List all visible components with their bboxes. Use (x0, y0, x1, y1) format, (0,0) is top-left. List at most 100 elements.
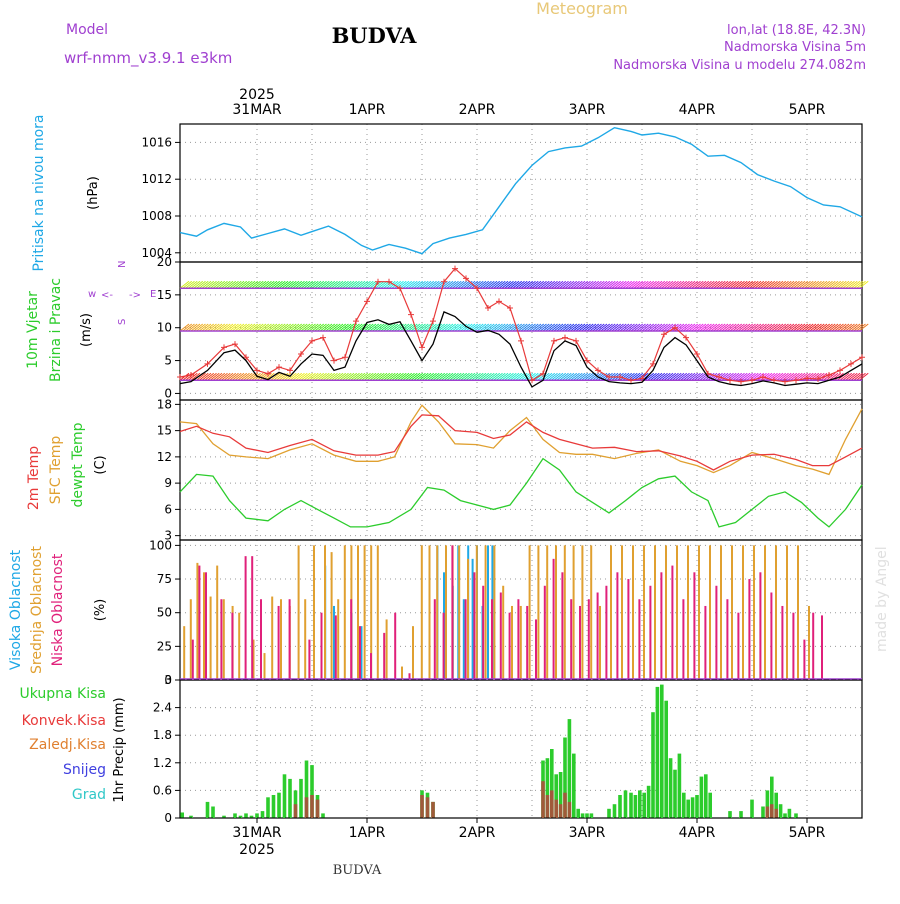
wind-barb (212, 280, 223, 289)
precip-bar-total (774, 792, 778, 818)
cloud-bar-low (408, 673, 411, 680)
precip-bar-convective (425, 797, 430, 818)
precip-bar-total (629, 792, 633, 818)
wind-barb (526, 280, 536, 289)
wind-barb (267, 280, 278, 289)
precip-bar-total (655, 686, 660, 818)
wind-barb (429, 372, 440, 381)
precip-bar-total (618, 795, 622, 818)
precip-bar-total (299, 778, 303, 818)
wind-barb (476, 372, 487, 381)
cloud-bar-mid (238, 612, 241, 680)
precip-bar-total (249, 815, 254, 818)
wind-barb (289, 372, 300, 381)
cloud-tick-label: 25 (157, 639, 172, 653)
wind-barb (660, 280, 671, 289)
precip-bar-total (550, 749, 554, 818)
wind-barb (314, 323, 325, 332)
wind-barb (190, 323, 201, 332)
wind-gust-marker (485, 305, 491, 311)
wind-barb (347, 372, 358, 381)
cloud-bar-low (737, 612, 740, 680)
wind-barb (770, 280, 781, 289)
wind-barb (308, 323, 319, 332)
wind-gust-marker (375, 278, 381, 285)
wind-barb (451, 372, 462, 381)
model-label: Model (66, 22, 108, 38)
precip-bar-total (690, 797, 695, 818)
wind-barb (410, 372, 421, 381)
wind-gust-marker (518, 337, 524, 344)
wind-barb (229, 372, 239, 381)
wind-barb (482, 323, 492, 332)
wind-barb (311, 280, 322, 289)
cloud-bar-low (543, 585, 546, 680)
cloud-bar-low (370, 653, 372, 680)
wind-barb (817, 280, 828, 289)
wind-barb (264, 280, 275, 289)
wind-barb (501, 280, 512, 289)
wind-barb (325, 323, 336, 332)
wind-barb (399, 280, 410, 289)
wind-gust-marker (320, 334, 326, 341)
cloud-tick-label: 0 (164, 673, 172, 687)
cloud-bar-low (616, 572, 619, 680)
wind-barb (583, 280, 594, 289)
cloud-bar-mid (376, 545, 379, 680)
precip-bar-total (205, 801, 210, 818)
wind-barb (779, 372, 789, 381)
wind-barb (751, 323, 762, 332)
wind-barb (625, 323, 635, 332)
precip-bar-total (310, 765, 314, 818)
cloud-bar-mid (528, 545, 531, 680)
cloud-bar-low (198, 565, 201, 680)
wind-barb (553, 323, 564, 332)
wind-barb (765, 323, 776, 332)
wind-barb (779, 323, 789, 332)
wind-barb (262, 323, 272, 332)
cloud-bar-mid (764, 545, 766, 680)
cloud-bar-mid (555, 545, 557, 680)
wind-barb (487, 372, 498, 381)
wind-barb (743, 372, 754, 381)
wind-barb (292, 323, 303, 332)
dewpt-temp-line (179, 457, 863, 528)
wind-barb (845, 323, 855, 332)
wind-barb (498, 323, 509, 332)
temp-tick-label: 9 (164, 476, 172, 490)
wind-barb (418, 280, 429, 289)
cloud-unit: (%) (93, 599, 108, 622)
wind-barb (539, 280, 550, 289)
wind-barb (856, 280, 866, 289)
wind-barb (509, 372, 520, 381)
temp-unit: (C) (93, 455, 108, 474)
wind-barb (520, 323, 531, 332)
wind-barb (259, 323, 270, 332)
wind-barb (262, 280, 272, 289)
wind-barb (231, 280, 242, 289)
wind-barb (825, 280, 836, 289)
wind-barb (517, 323, 528, 332)
wind-barb (506, 280, 517, 289)
precip-bar-convective (765, 806, 770, 818)
bottom-date-label: 31MAR (232, 825, 281, 841)
wind-barb (836, 280, 847, 289)
wind-barb (691, 372, 701, 381)
wind-barb (226, 323, 237, 332)
wind-barb (704, 323, 715, 332)
wind-barb (220, 372, 231, 381)
wind-barb (300, 280, 311, 289)
wind-barb (792, 323, 803, 332)
cloud-bar-mid (420, 545, 423, 680)
cloud-bar-low (748, 579, 751, 680)
wind-barb (223, 323, 234, 332)
cloud-bar-low (220, 599, 223, 680)
precip-legend-label: Grad (72, 787, 106, 803)
wind-barb (300, 372, 311, 381)
wind-barb (649, 280, 660, 289)
wind-barb (512, 372, 523, 381)
wind-barb (212, 323, 223, 332)
cloud-bar-low (570, 599, 573, 680)
compass-right-arrow: -> (129, 290, 141, 301)
wind-barb (748, 280, 759, 289)
